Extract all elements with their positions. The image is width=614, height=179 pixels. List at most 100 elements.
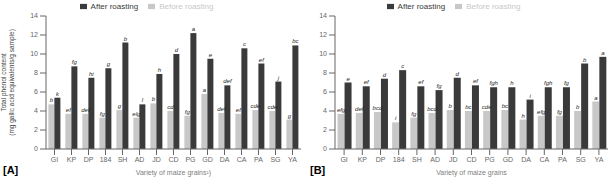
svg-text:12: 12 [319, 31, 327, 38]
svg-text:Total phenol content(mg gallic: Total phenol content(mg gallic acid equi… [8, 29, 16, 136]
svg-text:d: d [383, 72, 387, 78]
svg-text:SG: SG [576, 156, 586, 163]
svg-text:cde: cde [251, 103, 261, 109]
svg-text:GD: GD [202, 156, 213, 163]
svg-text:8: 8 [34, 69, 38, 76]
svg-text:0: 0 [34, 145, 38, 152]
svg-text:def: def [217, 106, 227, 112]
svg-text:fg: fg [185, 109, 191, 115]
svg-text:6: 6 [34, 88, 38, 95]
svg-text:e: e [346, 76, 350, 82]
svg-text:JD: JD [449, 156, 458, 163]
svg-text:fgh: fgh [544, 80, 553, 86]
svg-text:bcd: bcd [427, 106, 437, 112]
svg-text:10: 10 [319, 50, 327, 57]
svg-text:DP: DP [376, 156, 386, 163]
svg-text:hi: hi [89, 71, 94, 77]
svg-text:CA: CA [539, 156, 549, 163]
svg-text:KP: KP [358, 156, 368, 163]
svg-text:g: g [118, 103, 122, 109]
svg-text:fg: fg [564, 80, 570, 86]
svg-text:c: c [243, 41, 246, 47]
svg-text:4: 4 [323, 107, 327, 114]
svg-text:a: a [203, 87, 207, 93]
svg-text:b: b [449, 103, 453, 109]
svg-text:c: c [401, 63, 404, 69]
svg-text:fg: fg [100, 111, 106, 117]
svg-text:12: 12 [30, 31, 38, 38]
svg-text:DA: DA [220, 156, 230, 163]
svg-text:cde: cde [482, 104, 492, 110]
svg-text:b: b [583, 57, 587, 63]
svg-text:d: d [175, 47, 179, 53]
svg-text:fg: fg [557, 109, 563, 115]
svg-text:bcd: bcd [373, 105, 383, 111]
svg-text:ef: ef [259, 57, 265, 63]
svg-text:DA: DA [521, 156, 531, 163]
svg-text:a: a [594, 95, 598, 101]
svg-text:6: 6 [323, 88, 327, 95]
svg-text:JD: JD [152, 156, 161, 163]
svg-text:bc: bc [292, 38, 298, 44]
svg-text:Variety of maize grains: Variety of maize grains [436, 169, 507, 177]
svg-text:def: def [81, 107, 91, 113]
svg-text:ef: ef [418, 79, 424, 85]
svg-text:fg: fg [72, 59, 78, 65]
svg-text:PG: PG [485, 156, 495, 163]
svg-text:g: g [107, 61, 111, 67]
svg-text:b: b [124, 36, 128, 42]
svg-text:ef: ef [473, 78, 479, 84]
svg-text:e: e [209, 52, 213, 58]
svg-text:fg: fg [437, 83, 443, 89]
svg-text:g: g [288, 113, 292, 119]
svg-text:a: a [192, 26, 196, 32]
svg-text:d: d [456, 71, 460, 77]
svg-text:ef: ef [364, 79, 370, 85]
svg-text:CA: CA [237, 156, 247, 163]
svg-text:ef: ef [66, 107, 72, 113]
svg-text:efg: efg [537, 109, 546, 115]
svg-text:SH: SH [118, 156, 128, 163]
svg-text:bc: bc [502, 103, 508, 109]
svg-text:GD: GD [503, 156, 514, 163]
svg-text:Variety of maize grains¹): Variety of maize grains¹) [136, 169, 211, 177]
svg-text:elg: elg [132, 111, 141, 117]
svg-text:YA: YA [288, 156, 297, 163]
svg-text:j: j [277, 75, 280, 81]
svg-text:a: a [601, 50, 605, 56]
svg-text:b: b [576, 104, 580, 110]
svg-text:2: 2 [34, 126, 38, 133]
svg-text:YA: YA [594, 156, 603, 163]
svg-text:i: i [395, 115, 397, 121]
svg-text:fgh: fgh [489, 80, 498, 86]
svg-text:8: 8 [323, 69, 327, 76]
svg-text:def: def [223, 78, 233, 84]
svg-text:SG: SG [270, 156, 280, 163]
svg-text:PA: PA [558, 156, 567, 163]
svg-text:KP: KP [67, 156, 77, 163]
svg-text:CD: CD [466, 156, 476, 163]
svg-text:cd: cd [167, 104, 174, 110]
svg-text:cde: cde [268, 104, 278, 110]
svg-text:GI: GI [51, 156, 58, 163]
svg-text:184: 184 [100, 156, 112, 163]
svg-text:CD: CD [168, 156, 178, 163]
svg-text:b: b [152, 96, 156, 102]
svg-text:h: h [510, 80, 514, 86]
svg-text:ef: ef [236, 107, 242, 113]
svg-text:AD: AD [430, 156, 440, 163]
svg-text:b: b [50, 97, 54, 103]
svg-text:efg: efg [337, 107, 346, 113]
svg-text:10: 10 [30, 50, 38, 57]
svg-text:bc: bc [465, 104, 471, 110]
svg-text:l: l [142, 97, 144, 103]
svg-text:GI: GI [340, 156, 347, 163]
svg-text:h: h [158, 67, 162, 73]
svg-text:14: 14 [30, 12, 38, 19]
svg-text:k: k [56, 91, 60, 97]
svg-text:fg: fg [411, 111, 417, 117]
svg-text:def: def [355, 106, 365, 112]
svg-text:i: i [529, 93, 531, 99]
svg-text:PG: PG [185, 156, 195, 163]
svg-text:2: 2 [323, 126, 327, 133]
